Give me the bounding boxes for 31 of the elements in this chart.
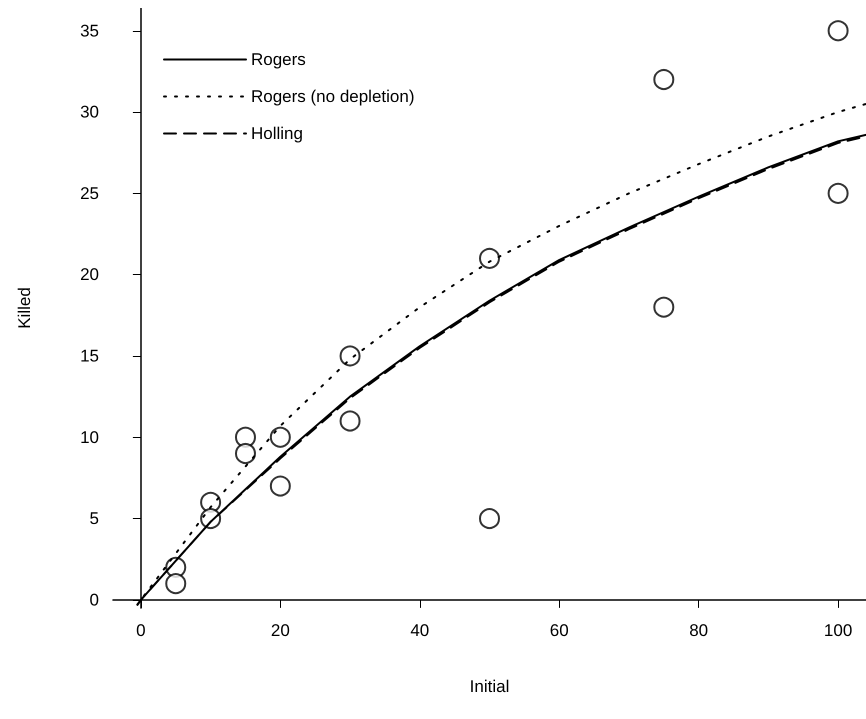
point: [828, 20, 849, 42]
point: [340, 345, 361, 366]
y-tick-label: 0: [90, 590, 99, 610]
y-tick-label: 35: [80, 21, 99, 40]
legend-label: Rogers: [251, 50, 306, 69]
point: [479, 248, 500, 269]
point: [234, 443, 256, 464]
point: [479, 508, 500, 530]
point: [165, 573, 186, 594]
x-axis-title: Initial: [470, 677, 510, 696]
y-axis-title: Killed: [15, 287, 34, 329]
y-tick-label: 10: [80, 428, 99, 447]
legend-label: Rogers (no depletion): [251, 87, 414, 106]
point: [828, 182, 849, 204]
point: [270, 426, 291, 448]
point: [653, 69, 674, 90]
y-tick-label: 25: [80, 184, 99, 203]
point: [340, 410, 361, 432]
point: [653, 296, 674, 318]
y-tick-label: 15: [80, 346, 99, 366]
x-tick-label: 20: [270, 621, 290, 640]
y-tick-label: 20: [80, 265, 99, 284]
x-tick-label: 0: [136, 621, 146, 640]
x-tick-label: 100: [824, 621, 852, 640]
point: [270, 476, 291, 497]
y-tick-label: 30: [80, 102, 99, 122]
x-tick-label: 40: [410, 621, 430, 640]
y-tick-label: 5: [90, 509, 99, 528]
legend-label: Holling: [251, 124, 303, 143]
x-tick-label: 80: [689, 621, 708, 640]
x-tick-label: 60: [550, 621, 569, 640]
